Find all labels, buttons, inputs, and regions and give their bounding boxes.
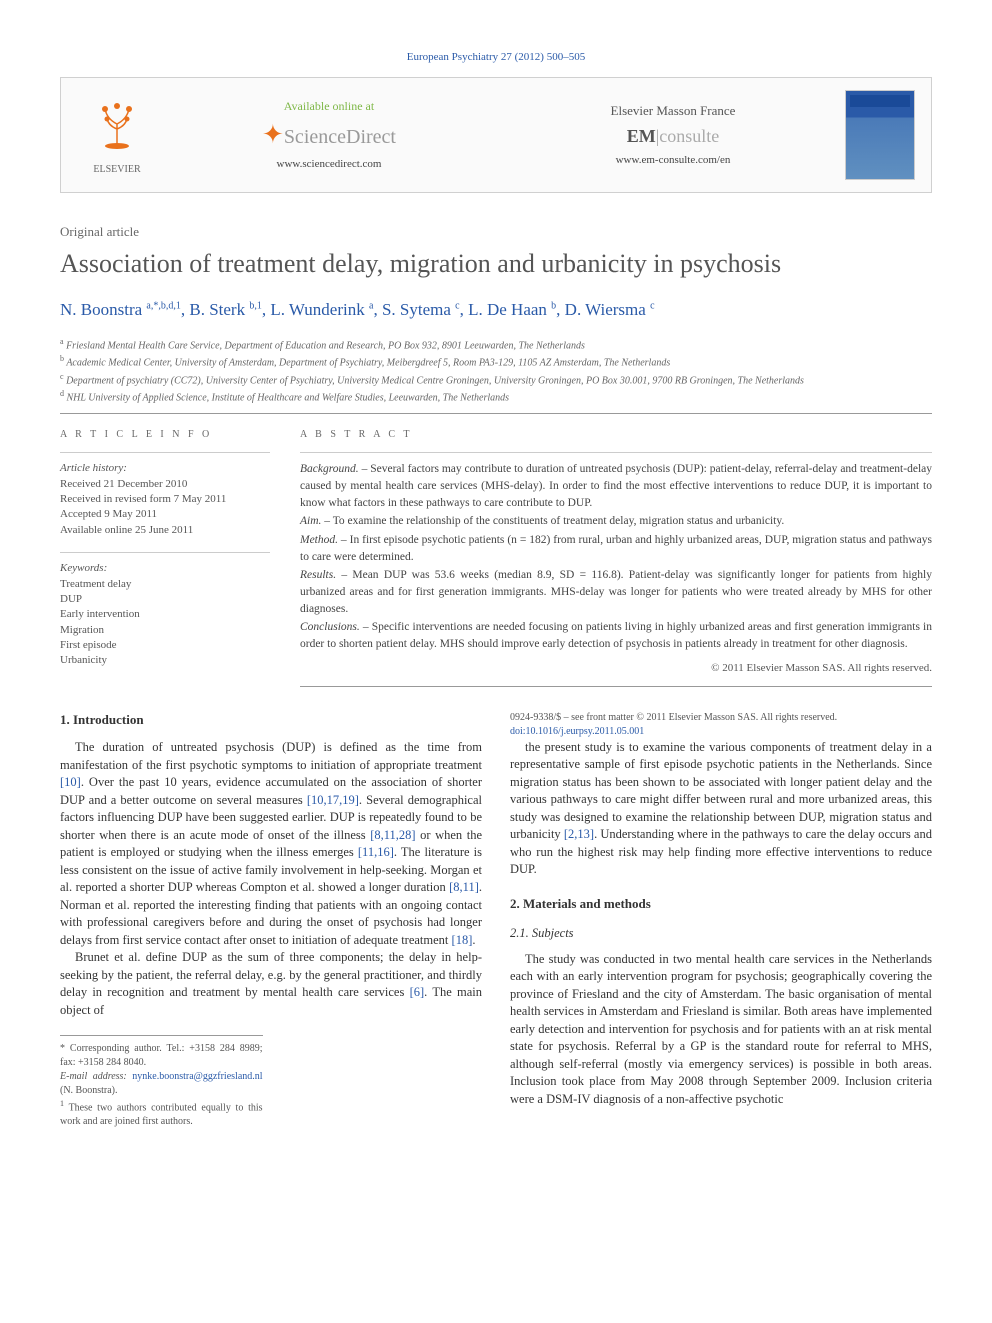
keyword: Migration (60, 624, 104, 636)
methods-heading: 2. Materials and methods (510, 895, 932, 913)
sciencedirect-url[interactable]: www.sciencedirect.com (167, 157, 491, 172)
keyword: First episode (60, 639, 117, 651)
emconsulte-block: Elsevier Masson France EM|consulte www.e… (501, 102, 845, 169)
keyword: Urbanicity (60, 654, 107, 666)
equal-contribution-note: 1 These two authors contributed equally … (60, 1098, 263, 1129)
citation[interactable]: [2,13] (564, 827, 594, 841)
affiliation: c Department of psychiatry (CC72), Unive… (60, 371, 932, 388)
keyword: DUP (60, 593, 82, 605)
email-line: E-mail address: nynke.boonstra@ggzfriesl… (60, 1070, 263, 1098)
citation[interactable]: [10] (60, 775, 81, 789)
abstract-column: A B S T R A C T Background. – Several fa… (300, 428, 932, 687)
article-type: Original article (60, 223, 932, 241)
sd-swoosh-icon: ✦ (262, 120, 284, 149)
doi-line: doi:10.1016/j.eurpsy.2011.05.001 (510, 725, 932, 739)
corresponding-author: * Corresponding author. Tel.: +3158 284 … (60, 1042, 263, 1070)
author: D. Wiersma c (565, 300, 655, 319)
abstract-section: Results. – Mean DUP was 53.6 weeks (medi… (300, 567, 932, 617)
affiliation: b Academic Medical Center, University of… (60, 353, 932, 370)
citation[interactable]: [18] (452, 933, 473, 947)
abstract-label: A B S T R A C T (300, 428, 932, 442)
emconsulte-url[interactable]: www.em-consulte.com/en (511, 153, 835, 168)
citation[interactable]: [6] (410, 985, 425, 999)
author-list: N. Boonstra a,*,b,d,1, B. Sterk b,1, L. … (60, 298, 932, 322)
intro-para-3: the present study is to examine the vari… (510, 739, 932, 879)
em-publisher-label: Elsevier Masson France (511, 102, 835, 120)
abstract-section: Method. – In first episode psychotic pat… (300, 532, 932, 565)
elsevier-block: ELSEVIER (77, 94, 157, 177)
article-info-column: A R T I C L E I N F O Article history:Re… (60, 428, 270, 687)
keywords-block: Keywords:Treatment delayDUPEarly interve… (60, 552, 270, 669)
doi-link[interactable]: doi:10.1016/j.eurpsy.2011.05.001 (510, 726, 644, 737)
author-email-link[interactable]: nynke.boonstra@ggzfriesland.nl (132, 1071, 262, 1082)
intro-heading: 1. Introduction (60, 711, 482, 729)
sciencedirect-logo: ✦ScienceDirect (167, 117, 491, 153)
subjects-heading: 2.1. Subjects (510, 925, 932, 943)
affiliations: a Friesland Mental Health Care Service, … (60, 336, 932, 405)
citation[interactable]: [8,11] (449, 880, 479, 894)
citation[interactable]: [8,11,28] (370, 828, 415, 842)
journal-citation: European Psychiatry 27 (2012) 500–505 (60, 50, 932, 65)
copyright-line: 0924-9338/$ – see front matter © 2011 El… (510, 711, 932, 725)
history-item: Received 21 December 2010 (60, 478, 187, 490)
author: N. Boonstra a,*,b,d,1 (60, 300, 181, 319)
history-item: Received in revised form 7 May 2011 (60, 493, 226, 505)
journal-cover-thumbnail (845, 90, 915, 180)
article-title: Association of treatment delay, migratio… (60, 248, 932, 281)
available-label: Available online at (167, 98, 491, 115)
author: S. Sytema c (382, 300, 460, 319)
elsevier-label: ELSEVIER (77, 163, 157, 177)
sciencedirect-block: Available online at ✦ScienceDirect www.s… (157, 98, 501, 173)
citation[interactable]: [10,17,19] (307, 793, 359, 807)
author: L. De Haan b (468, 300, 556, 319)
citation[interactable]: [11,16] (358, 845, 394, 859)
affiliation: a Friesland Mental Health Care Service, … (60, 336, 932, 353)
intro-para-1: The duration of untreated psychosis (DUP… (60, 739, 482, 949)
abstract-section: Conclusions. – Specific interventions ar… (300, 619, 932, 652)
author: B. Sterk b,1 (189, 300, 261, 319)
keyword: Treatment delay (60, 578, 131, 590)
publisher-banner: ELSEVIER Available online at ✦ScienceDir… (60, 77, 932, 193)
abstract-section: Aim. – To examine the relationship of th… (300, 513, 932, 530)
footnotes: * Corresponding author. Tel.: +3158 284 … (60, 1035, 263, 1129)
article-info-label: A R T I C L E I N F O (60, 428, 270, 442)
history-item: Accepted 9 May 2011 (60, 508, 157, 520)
article-history: Article history:Received 21 December 201… (60, 452, 270, 538)
history-item: Available online 25 June 2011 (60, 524, 193, 536)
elsevier-tree-icon (87, 94, 147, 154)
footer-meta: 0924-9338/$ – see front matter © 2011 El… (510, 711, 932, 739)
keyword: Early intervention (60, 608, 140, 620)
page: European Psychiatry 27 (2012) 500–505 EL… (0, 0, 992, 1179)
affiliation: d NHL University of Applied Science, Ins… (60, 388, 932, 405)
article-body: 1. Introduction The duration of untreate… (60, 711, 932, 1130)
emconsulte-logo: EM|consulte (511, 124, 835, 149)
subjects-para-1: The study was conducted in two mental he… (510, 951, 932, 1109)
author: L. Wunderink a (270, 300, 373, 319)
abstract-copyright: © 2011 Elsevier Masson SAS. All rights r… (300, 661, 932, 676)
abstract-text: Background. – Several factors may contri… (300, 452, 932, 652)
abstract-section: Background. – Several factors may contri… (300, 461, 932, 511)
intro-para-2: Brunet et al. define DUP as the sum of t… (60, 949, 482, 1019)
